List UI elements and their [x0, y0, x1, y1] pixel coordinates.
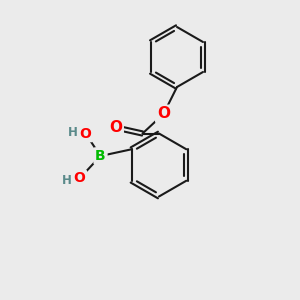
- Text: H: H: [62, 173, 72, 187]
- Text: O: O: [80, 127, 92, 140]
- Text: O: O: [157, 106, 170, 122]
- Text: O: O: [109, 120, 122, 135]
- Text: B: B: [95, 149, 106, 163]
- Text: O: O: [74, 172, 86, 185]
- Text: H: H: [68, 125, 78, 139]
